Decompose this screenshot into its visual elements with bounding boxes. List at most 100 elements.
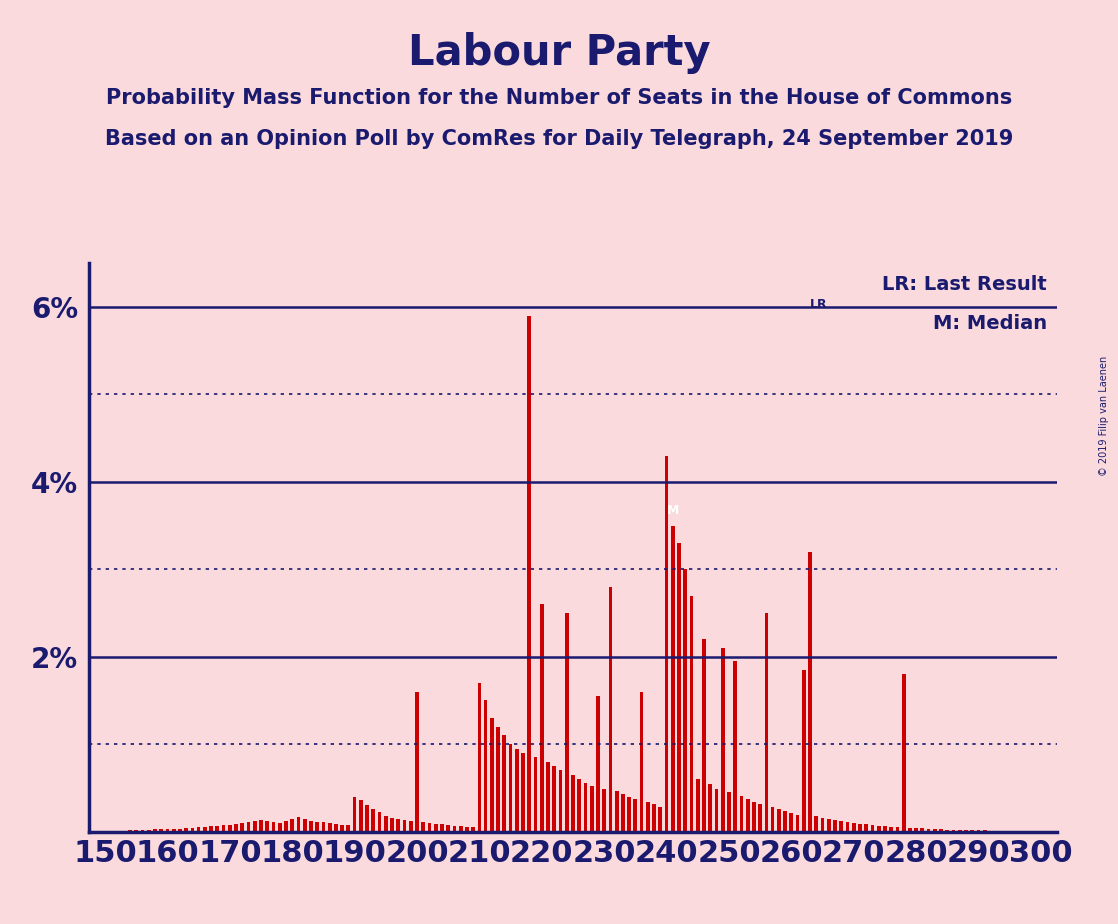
Bar [615,791,618,832]
Bar [153,830,157,832]
Bar [596,696,599,832]
Bar [695,779,700,832]
Bar [390,818,394,832]
Text: Based on an Opinion Poll by ComRes for Daily Telegraph, 24 September 2019: Based on an Opinion Poll by ComRes for D… [105,129,1013,150]
Bar [515,748,519,832]
Bar [859,823,862,832]
Bar [278,823,282,832]
Bar [453,826,456,832]
Bar [190,828,195,832]
Bar [247,822,250,832]
Bar [603,789,606,832]
Bar [366,806,369,832]
Bar [671,526,674,832]
Bar [265,821,269,832]
Bar [259,821,263,832]
Bar [240,823,244,832]
Text: © 2019 Filip van Laenen: © 2019 Filip van Laenen [1099,356,1109,476]
Bar [864,824,868,832]
Bar [383,816,388,832]
Bar [141,830,144,832]
Bar [958,830,961,832]
Bar [740,796,743,832]
Bar [727,792,731,832]
Bar [989,831,993,832]
Bar [951,830,956,832]
Bar [559,771,562,832]
Bar [665,456,669,832]
Bar [378,812,381,832]
Bar [827,819,831,832]
Bar [915,828,918,832]
Bar [683,569,688,832]
Bar [340,825,344,832]
Bar [309,821,313,832]
Bar [758,805,762,832]
Bar [565,613,569,832]
Bar [203,827,207,832]
Bar [789,813,793,832]
Bar [296,817,301,832]
Bar [328,823,332,832]
Bar [209,826,212,832]
Bar [970,831,974,832]
Bar [440,824,444,832]
Bar [777,809,780,832]
Bar [652,805,656,832]
Bar [946,830,949,832]
Bar [547,761,550,832]
Bar [833,821,837,832]
Bar [134,831,139,832]
Bar [845,822,850,832]
Bar [620,794,625,832]
Bar [590,786,594,832]
Bar [796,815,799,832]
Bar [528,316,531,832]
Bar [521,753,525,832]
Bar [129,831,132,832]
Bar [334,824,338,832]
Text: M: M [666,504,679,517]
Bar [415,692,419,832]
Bar [977,831,980,832]
Bar [409,821,413,832]
Bar [477,683,481,832]
Bar [446,825,451,832]
Bar [920,829,925,832]
Bar [465,827,468,832]
Bar [927,829,930,832]
Bar [359,800,362,832]
Text: LR: LR [811,298,827,311]
Bar [852,823,855,832]
Bar [784,811,787,832]
Bar [659,808,662,832]
Bar [634,799,637,832]
Bar [902,675,906,832]
Bar [752,802,756,832]
Bar [690,596,693,832]
Bar [821,818,824,832]
Bar [896,827,899,832]
Bar [871,825,874,832]
Bar [889,827,893,832]
Bar [221,825,226,832]
Bar [808,552,812,832]
Text: Probability Mass Function for the Number of Seats in the House of Commons: Probability Mass Function for the Number… [106,88,1012,108]
Bar [765,613,768,832]
Bar [646,802,650,832]
Bar [540,604,543,832]
Bar [883,826,887,832]
Bar [421,822,425,832]
Bar [678,543,681,832]
Bar [253,821,257,832]
Bar [584,783,587,832]
Bar [770,808,775,832]
Bar [178,829,182,832]
Bar [639,692,644,832]
Bar [733,662,737,832]
Bar [995,831,999,832]
Bar [490,718,494,832]
Bar [577,779,581,832]
Bar [509,744,512,832]
Bar [533,758,538,832]
